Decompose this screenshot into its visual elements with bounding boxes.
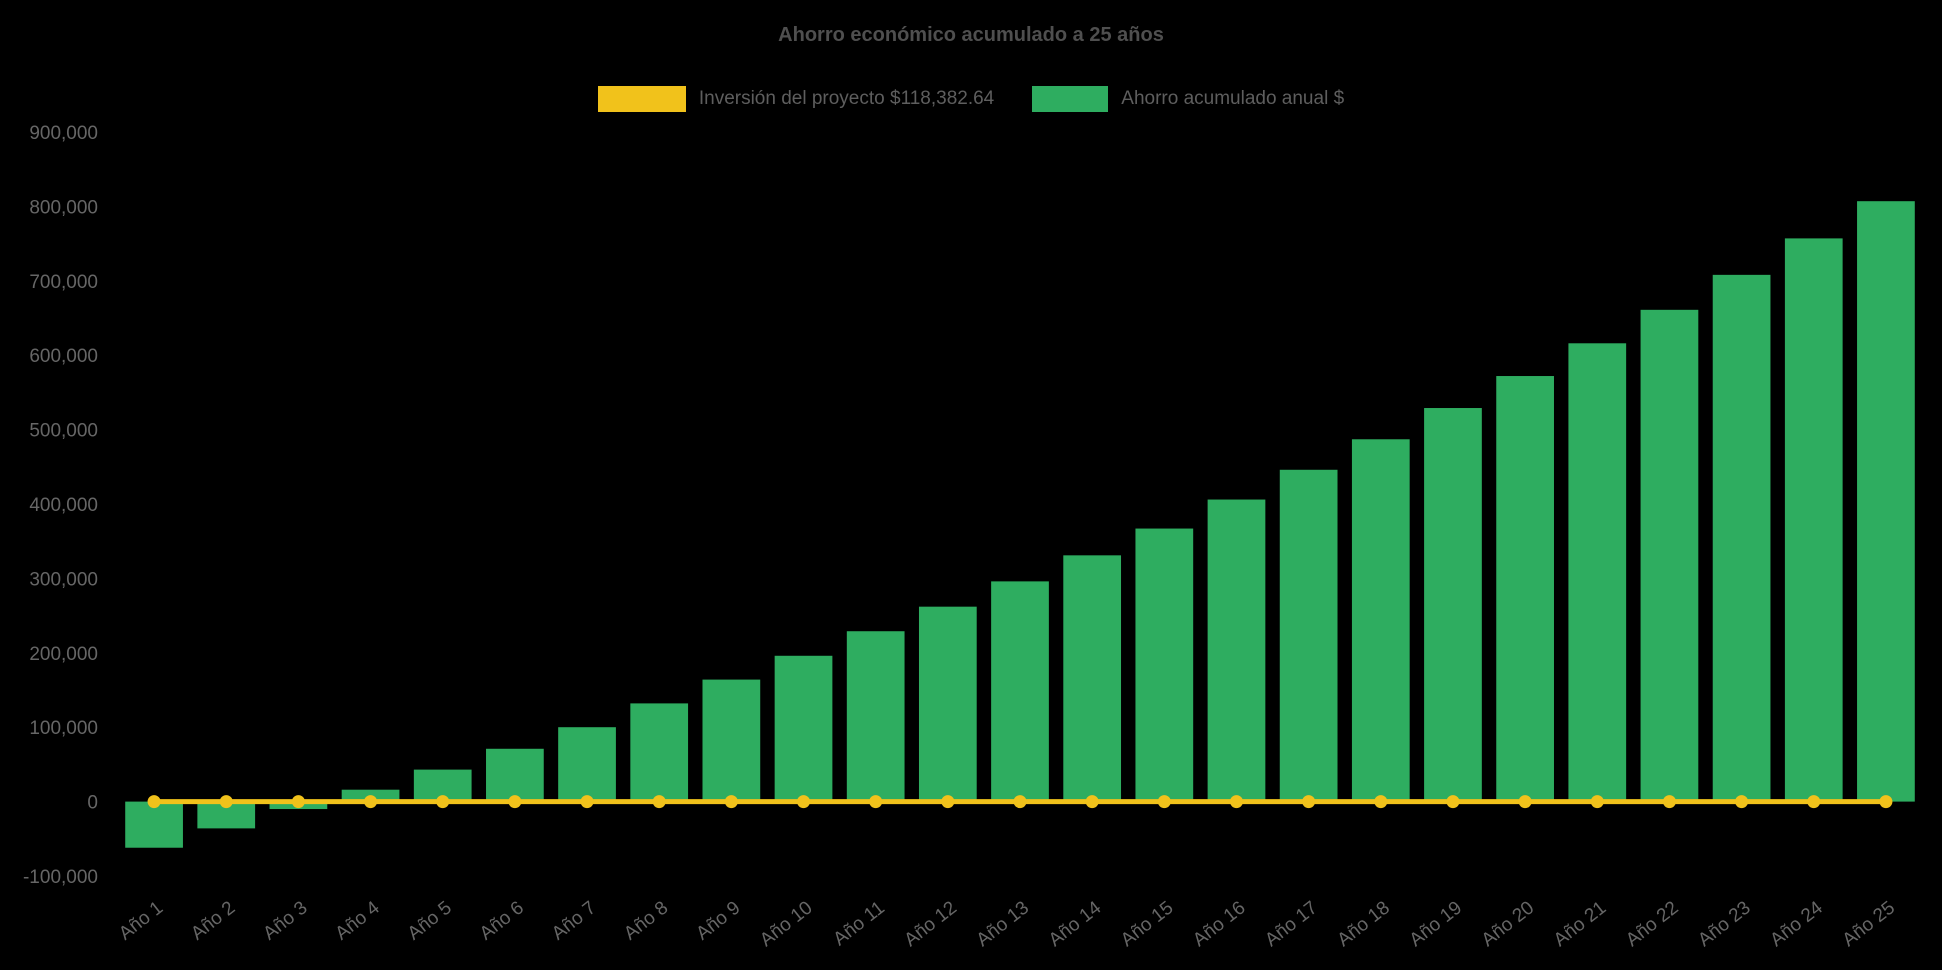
y-axis-label: 0: [87, 793, 98, 814]
investment-line-marker: [508, 795, 522, 809]
bar-año-16: [1207, 499, 1266, 802]
investment-line-marker: [1590, 795, 1604, 809]
bar-año-22: [1640, 309, 1699, 802]
bar-año-21: [1568, 343, 1627, 802]
x-axis-label: Año 25: [1839, 897, 1899, 951]
x-axis-label: Año 14: [1045, 897, 1106, 951]
bar-año-19: [1424, 408, 1482, 802]
x-axis-label: Año 16: [1189, 897, 1249, 951]
x-axis-label: Año 2: [187, 897, 239, 944]
x-axis-label: Año 4: [332, 897, 384, 944]
investment-line-marker: [291, 795, 305, 809]
bar-año-8: [630, 703, 689, 802]
investment-line-marker: [1735, 795, 1749, 809]
x-axis-label: Año 22: [1622, 897, 1682, 951]
bar-año-13: [991, 581, 1049, 802]
x-axis-label: Año 11: [829, 897, 888, 950]
investment-line-marker: [1085, 795, 1099, 809]
investment-line-marker: [652, 795, 666, 809]
bar-año-17: [1279, 469, 1338, 802]
legend-swatch-savings-icon: [1032, 86, 1109, 112]
bar-año-24: [1784, 238, 1843, 802]
investment-line-marker: [1662, 795, 1676, 809]
y-axis-label: 200,000: [29, 644, 98, 665]
x-axis-label: Año 19: [1406, 897, 1466, 951]
bar-año-6: [486, 748, 544, 802]
y-axis-label: -100,000: [23, 867, 98, 888]
y-axis-label: 500,000: [29, 421, 98, 442]
investment-line-marker: [1157, 795, 1171, 809]
y-axis-label: 700,000: [29, 272, 98, 293]
x-axis-label: Año 3: [259, 897, 311, 944]
x-axis-label: Año 9: [692, 897, 744, 944]
x-axis-label: Año 12: [901, 897, 961, 951]
y-axis-label: 800,000: [29, 197, 98, 218]
investment-line-marker: [1879, 795, 1893, 809]
bar-año-20: [1496, 376, 1554, 802]
investment-line-marker: [364, 795, 378, 809]
x-axis-label: Año 20: [1478, 897, 1538, 951]
legend-swatch-investment-icon: [597, 86, 686, 112]
y-axis-label: 100,000: [29, 718, 98, 739]
legend-label-investment: Inversión del proyecto $118,382.64: [698, 88, 995, 109]
investment-line-marker: [1302, 795, 1316, 809]
x-axis-label: Año 17: [1261, 897, 1321, 951]
x-axis-label: Año 1: [115, 897, 167, 944]
bar-año-1: [125, 801, 183, 848]
x-axis-label: Año 21: [1550, 897, 1610, 951]
x-axis-label: Año 5: [404, 897, 456, 944]
investment-line-marker: [941, 795, 955, 809]
investment-line-marker: [1229, 795, 1243, 809]
investment-line-marker: [869, 795, 883, 809]
y-axis-label: 300,000: [29, 569, 98, 590]
investment-line-marker: [219, 795, 233, 809]
x-axis-label: Año 13: [973, 897, 1033, 951]
bar-año-11: [846, 631, 905, 802]
y-axis-label: 900,000: [29, 123, 98, 144]
bar-año-14: [1063, 555, 1122, 802]
x-axis-label: Año 10: [756, 897, 816, 951]
bar-año-9: [702, 679, 761, 802]
bar-año-23: [1712, 274, 1771, 802]
legend-label-savings: Ahorro acumulado anual $: [1121, 88, 1345, 109]
bar-año-12: [918, 606, 977, 802]
investment-line-marker: [580, 795, 594, 809]
bar-año-10: [774, 655, 833, 802]
bar-año-18: [1351, 439, 1410, 802]
x-axis-label: Año 24: [1766, 897, 1827, 951]
investment-line-marker: [724, 795, 738, 809]
y-axis-label: 400,000: [29, 495, 98, 516]
bar-año-25: [1857, 201, 1915, 802]
chart-legend: Inversión del proyecto $118,382.64 Ahorr…: [0, 86, 1942, 112]
x-axis-label: Año 8: [620, 897, 672, 944]
investment-line-marker: [1518, 795, 1532, 809]
chart-title: Ahorro económico acumulado a 25 años: [778, 24, 1164, 46]
investment-line-marker: [1807, 795, 1821, 809]
investment-line-marker: [147, 795, 161, 809]
x-axis-label: Año 15: [1117, 897, 1177, 951]
x-axis-label: Año 23: [1694, 897, 1754, 951]
bar-año-15: [1135, 528, 1194, 802]
x-axis-label: Año 18: [1333, 897, 1393, 951]
investment-line-marker: [1446, 795, 1460, 809]
legend-item-investment[interactable]: Inversión del proyecto $118,382.64: [597, 86, 995, 112]
investment-line-marker: [797, 795, 811, 809]
bar-año-7: [558, 727, 616, 802]
investment-line-marker: [436, 795, 450, 809]
legend-item-savings[interactable]: Ahorro acumulado anual $: [1032, 86, 1344, 112]
y-axis-label: 600,000: [29, 346, 98, 367]
investment-line-marker: [1374, 795, 1388, 809]
x-axis-label: Año 6: [476, 897, 528, 944]
x-axis-label: Año 7: [548, 897, 600, 944]
investment-line-marker: [1013, 795, 1027, 809]
